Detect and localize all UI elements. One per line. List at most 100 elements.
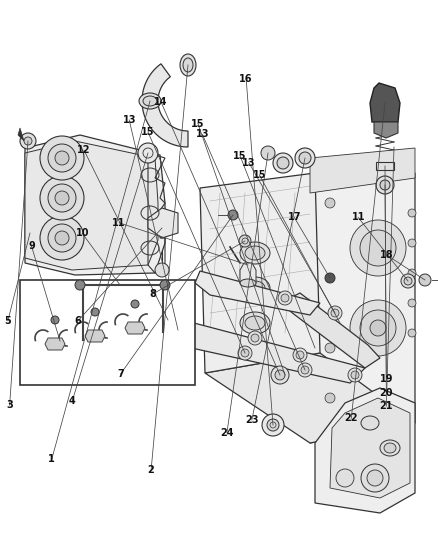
Circle shape xyxy=(325,368,335,378)
Circle shape xyxy=(48,144,76,172)
Circle shape xyxy=(350,300,406,356)
Polygon shape xyxy=(142,64,188,147)
Circle shape xyxy=(48,224,76,252)
Text: 19: 19 xyxy=(380,375,393,384)
Ellipse shape xyxy=(143,96,157,106)
Text: 18: 18 xyxy=(379,250,393,260)
Circle shape xyxy=(360,310,396,346)
Circle shape xyxy=(325,343,335,353)
Circle shape xyxy=(261,146,275,160)
Circle shape xyxy=(404,277,412,285)
Circle shape xyxy=(361,464,389,492)
Circle shape xyxy=(162,314,174,326)
Circle shape xyxy=(376,176,394,194)
Circle shape xyxy=(138,143,158,163)
Circle shape xyxy=(408,299,416,307)
Circle shape xyxy=(262,414,284,436)
Polygon shape xyxy=(25,135,165,275)
Polygon shape xyxy=(205,353,415,443)
Bar xyxy=(20,280,195,385)
Circle shape xyxy=(299,152,311,164)
Polygon shape xyxy=(45,338,65,350)
Text: 11: 11 xyxy=(113,218,126,228)
Text: 1: 1 xyxy=(48,455,55,464)
Circle shape xyxy=(24,137,32,145)
Text: 13: 13 xyxy=(196,130,209,139)
Circle shape xyxy=(408,239,416,247)
Circle shape xyxy=(351,371,359,379)
Ellipse shape xyxy=(139,93,161,109)
Text: 3: 3 xyxy=(6,400,13,410)
Text: 22: 22 xyxy=(345,414,358,423)
Text: 8: 8 xyxy=(149,289,156,299)
Circle shape xyxy=(275,370,285,380)
Circle shape xyxy=(278,291,292,305)
Text: 2: 2 xyxy=(148,465,155,475)
Bar xyxy=(376,162,394,170)
Text: 4: 4 xyxy=(69,396,76,406)
Text: 20: 20 xyxy=(380,388,393,398)
Circle shape xyxy=(408,209,416,217)
Circle shape xyxy=(267,419,279,431)
Text: 15: 15 xyxy=(191,119,205,128)
Circle shape xyxy=(171,323,185,337)
Circle shape xyxy=(75,280,85,290)
Circle shape xyxy=(55,231,69,245)
Circle shape xyxy=(239,235,251,247)
Circle shape xyxy=(131,300,139,308)
Circle shape xyxy=(155,263,169,277)
Text: 6: 6 xyxy=(74,316,81,326)
Text: 16: 16 xyxy=(240,74,253,84)
Ellipse shape xyxy=(180,54,196,76)
Ellipse shape xyxy=(240,279,256,287)
Circle shape xyxy=(367,470,383,486)
Text: 15: 15 xyxy=(141,127,155,137)
Text: 14: 14 xyxy=(155,98,168,107)
Circle shape xyxy=(370,320,386,336)
Circle shape xyxy=(328,306,342,320)
Circle shape xyxy=(40,216,84,260)
Polygon shape xyxy=(280,293,380,368)
Circle shape xyxy=(174,326,182,334)
Circle shape xyxy=(293,348,307,362)
Polygon shape xyxy=(155,315,365,383)
Text: 17: 17 xyxy=(288,213,301,222)
Circle shape xyxy=(160,280,170,290)
Polygon shape xyxy=(310,173,415,443)
Circle shape xyxy=(348,368,362,382)
Text: 12: 12 xyxy=(78,146,91,155)
Circle shape xyxy=(277,157,289,169)
Circle shape xyxy=(298,363,312,377)
Circle shape xyxy=(55,191,69,205)
Ellipse shape xyxy=(245,281,265,295)
Circle shape xyxy=(271,366,289,384)
Circle shape xyxy=(301,366,309,374)
Ellipse shape xyxy=(245,246,265,260)
Polygon shape xyxy=(85,330,105,342)
Ellipse shape xyxy=(240,277,270,299)
Polygon shape xyxy=(25,141,158,270)
Circle shape xyxy=(40,136,84,180)
Text: 15: 15 xyxy=(233,151,247,160)
Circle shape xyxy=(325,393,335,403)
Circle shape xyxy=(296,351,304,359)
Circle shape xyxy=(295,148,315,168)
Text: 7: 7 xyxy=(117,369,124,379)
Polygon shape xyxy=(315,388,415,513)
Text: 13: 13 xyxy=(242,158,255,167)
Polygon shape xyxy=(125,322,145,334)
Circle shape xyxy=(401,274,415,288)
Polygon shape xyxy=(195,271,320,315)
Circle shape xyxy=(20,133,36,149)
Text: 10: 10 xyxy=(76,229,89,238)
Text: 23: 23 xyxy=(245,415,258,425)
Ellipse shape xyxy=(361,416,379,430)
Ellipse shape xyxy=(384,443,396,453)
Circle shape xyxy=(350,220,406,276)
Ellipse shape xyxy=(183,58,193,72)
Circle shape xyxy=(325,173,335,183)
Text: 13: 13 xyxy=(123,115,136,125)
Circle shape xyxy=(408,329,416,337)
Text: 24: 24 xyxy=(220,428,233,438)
Circle shape xyxy=(40,176,84,220)
